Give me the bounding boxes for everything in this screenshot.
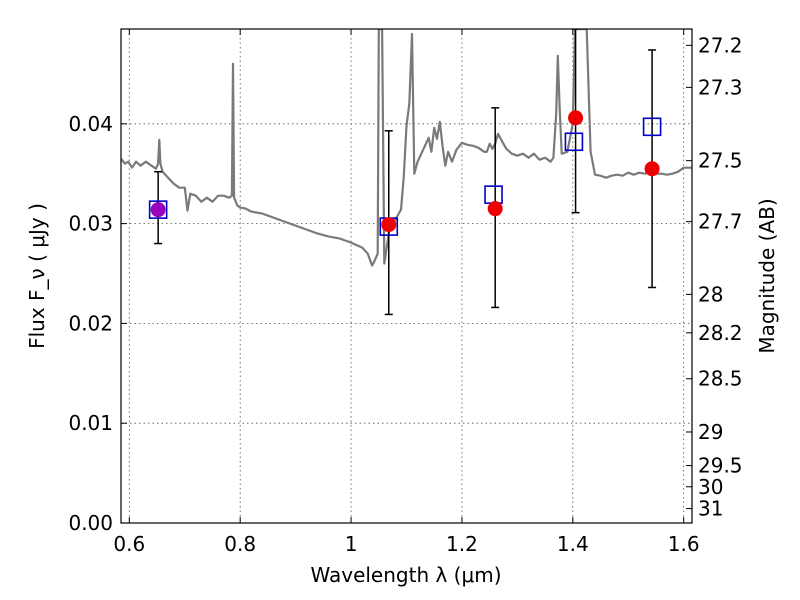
x-tick-label: 1.2 [446,532,478,556]
x-tick-label: 1 [345,532,358,556]
x-tick-label: 0.8 [224,532,256,556]
y-tick-label: 0.04 [68,112,113,136]
model-square-marker [642,117,662,137]
y2-axis-title: Magnitude (AB) [755,198,779,353]
y-tick-label: 0.00 [68,511,113,535]
axis-ticks: 0.6 0.8 1 1.2 1.4 1.6 0.00 0.01 0.02 0.03 0.04 27.2… [68,29,743,556]
spectrum-line [121,29,692,267]
x-axis-title: Wavelength λ (μm) [310,563,501,587]
mag-tick-label: 28 [698,282,723,306]
mag-tick-label: 29 [698,420,723,444]
observed-point [381,217,397,233]
x-tick-label: 0.6 [113,532,145,556]
model-square-marker [148,200,168,219]
y-axis-title: Flux F_ν ( μJy ) [25,203,49,349]
mag-tick-label: 27.7 [698,210,743,234]
observed-point [568,110,584,126]
y-tick-label: 0.02 [68,311,113,335]
plot-area [121,29,692,316]
mag-tick-label: 28.5 [698,367,743,391]
y-tick-label: 0.01 [68,411,113,435]
observed-point [150,202,166,218]
plot-frame [120,28,693,524]
mag-tick-label: 30 [698,475,723,499]
mag-tick-label: 27.2 [698,33,743,57]
y-tick-label: 0.03 [68,212,113,236]
mag-tick-label: 27.5 [698,149,743,173]
x-tick-label: 1.4 [557,532,589,556]
observed-point [487,201,503,217]
mag-tick-label: 27.3 [698,75,743,99]
model-square-marker [564,132,584,152]
x-tick-label: 1.6 [668,532,700,556]
observed-point [644,161,660,177]
mag-tick-label: 31 [698,497,723,521]
plot-background [121,29,692,523]
mag-tick-label: 28.2 [698,321,743,345]
mag-tick-label: 29.5 [698,454,743,478]
